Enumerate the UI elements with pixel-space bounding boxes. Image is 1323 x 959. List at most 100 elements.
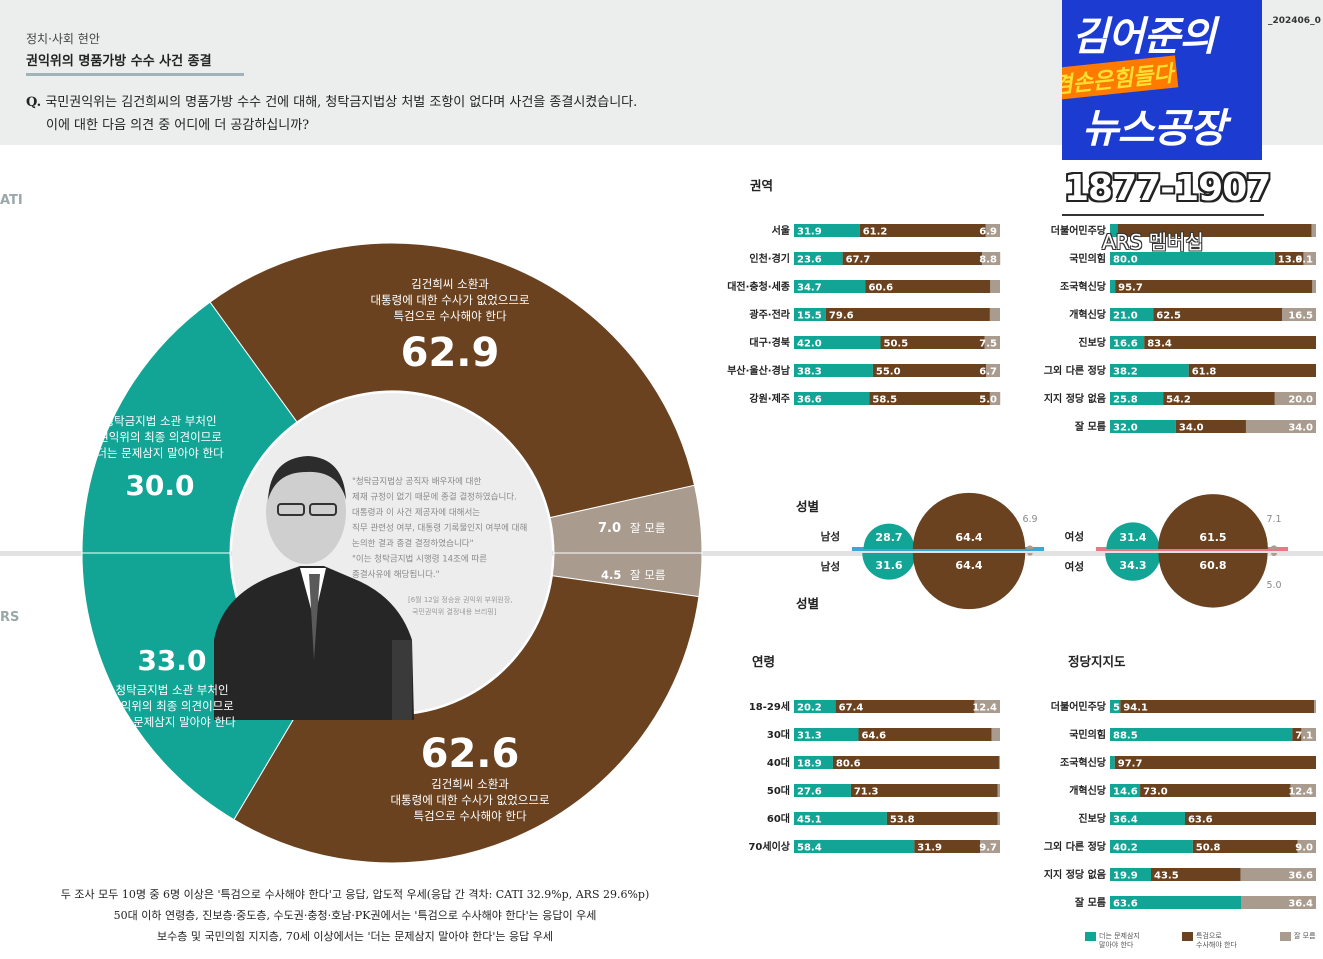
bar-segment	[990, 280, 1000, 293]
bar-segment	[914, 840, 981, 853]
row-label: 개혁신당	[1069, 784, 1107, 797]
bar-segment	[997, 812, 1000, 825]
logo-text-1: 김어준의	[1072, 14, 1216, 60]
bar-value-label: 38.2	[1113, 367, 1138, 378]
bar-value-label: 79.6	[829, 311, 854, 322]
bar-segment	[1184, 812, 1316, 825]
legend-label: 말아야 한다	[1099, 941, 1134, 949]
bar-segment	[794, 728, 859, 741]
slice-label-cati-disagree: 청탁금지법 소관 부처인	[103, 414, 216, 428]
bar-segment	[998, 756, 1000, 769]
bubble-value-label: 61.5	[1199, 531, 1226, 544]
bar-value-label: 20.2	[797, 703, 822, 714]
bar-segment	[859, 224, 986, 237]
bubble-half-teal	[863, 523, 915, 549]
bar-segment	[794, 308, 826, 321]
bar-segment	[1110, 784, 1141, 797]
bar-value-label: 67.7	[846, 255, 871, 266]
bar-segment	[1303, 252, 1316, 265]
bar-value-label: 23.6	[797, 255, 822, 266]
donut-slice-cati-2	[81, 301, 298, 554]
bubble-half-teal	[1105, 553, 1161, 581]
bar-value-label: 34.7	[797, 283, 822, 294]
bar-value-label: 58.4	[797, 843, 822, 854]
bar-segment	[794, 840, 915, 853]
bar-value-label: 19.9	[1113, 871, 1138, 882]
slice-label-ars-special-counsel: 김건희씨 소환과	[431, 777, 509, 791]
bar-segment	[1274, 252, 1304, 265]
bar-value-label: 31.9	[797, 227, 822, 238]
bar-segment	[1153, 308, 1283, 321]
row-label: 개혁신당	[1069, 308, 1107, 321]
panel-title: 성별	[796, 499, 819, 514]
slice-label-ars-special-counsel: 대통령에 대한 수사가 없었으므로	[390, 793, 549, 807]
bar-value-label: 45.1	[797, 815, 822, 826]
slice-label-cati-disagree: 더는 문제삼지 말아야 한다	[96, 446, 224, 460]
bar-value-label: 34.0	[1179, 423, 1204, 434]
bar-segment	[1290, 784, 1316, 797]
legend-swatch	[1085, 932, 1096, 941]
row-label: 조국혁신당	[1060, 756, 1107, 769]
bar-value-label: 40.2	[1113, 843, 1138, 854]
bar-segment	[1292, 728, 1302, 741]
row-label: 지지 정당 없음	[1044, 392, 1106, 405]
bar-segment	[1114, 756, 1316, 769]
speaker-photo-glasses	[309, 503, 337, 516]
survey-method-label-bottom: RS	[0, 610, 20, 625]
bar-value-label: 13.9	[1278, 255, 1303, 266]
quote-line: 직무 관련성 여부, 대통령 기록물인지 여부에 대해	[352, 523, 527, 534]
bubble-value-label: 64.4	[955, 531, 982, 544]
bubble-value-label: 60.8	[1199, 559, 1226, 572]
bar-value-label: 42.0	[797, 339, 822, 350]
bar-segment	[985, 224, 1000, 237]
row-label: 70세이상	[748, 840, 790, 853]
bubble-half-gray	[1271, 553, 1277, 556]
row-label: 50대	[767, 784, 790, 797]
page-title: 권익위의 명품가방 수수 사건 종결	[26, 54, 212, 69]
speaker-photo-glasses	[277, 503, 305, 516]
bubble-row-label: 남성	[821, 560, 840, 573]
quote-line: 제재 규정이 없기 때문에 종결 결정하였습니다.	[352, 492, 517, 503]
bar-value-label: 38.3	[797, 367, 822, 378]
speaker-photo-podium	[392, 640, 412, 720]
bar-value-label: 62.5	[1156, 311, 1181, 322]
panel-title: 성별	[796, 596, 819, 611]
bar-segment	[1282, 308, 1316, 321]
bar-value-label: 9.0	[1295, 843, 1313, 854]
row-label: 조국혁신당	[1060, 280, 1107, 293]
bar-segment	[794, 336, 881, 349]
question-text: Q. 국민권익위는 김건희씨의 명품가방 수수 건에 대해, 청탁금지법상 처벌…	[26, 91, 637, 137]
bar-value-label: 94.1	[1123, 703, 1148, 714]
footer-line-2: 50대 이하 연령층, 진보층·중도층, 수도권·충청·호남·PK권에서는 '특…	[113, 909, 597, 922]
row-label: 더불어민주당	[1051, 224, 1107, 237]
slice-label-cati-special-counsel: 김건희씨 소환과	[411, 277, 489, 291]
bar-value-label: 31.9	[917, 843, 942, 854]
bar-segment	[880, 336, 985, 349]
bar-segment	[850, 784, 998, 797]
bar-segment	[1110, 392, 1164, 405]
bar-segment	[1110, 840, 1193, 853]
bar-segment	[980, 840, 1000, 853]
bubble-row-label: 여성	[1065, 530, 1084, 543]
bar-segment	[1117, 224, 1312, 237]
bar-segment	[865, 280, 991, 293]
speaker-photo-tie	[309, 574, 320, 660]
slice-value-ars-disagree: 33.0	[137, 644, 206, 677]
bar-segment	[794, 364, 873, 377]
bar-segment	[986, 364, 1000, 377]
bar-value-label: 80.0	[1113, 255, 1138, 266]
bar-segment	[825, 308, 990, 321]
bar-segment	[1314, 700, 1316, 713]
bubble-half-gray	[1270, 545, 1278, 549]
logo-text-2: 겸손은힘들다	[1062, 55, 1179, 101]
bubble-value-label: 31.4	[1119, 531, 1146, 544]
row-label: 잘 모름	[1075, 897, 1106, 909]
bar-value-label: 36.4	[1288, 899, 1313, 910]
bubble-value-label: 31.6	[875, 559, 902, 572]
bar-value-label: 12.4	[1288, 787, 1313, 798]
bar-segment	[794, 280, 866, 293]
slice-label-ars-disagree: 권익위의 최종 의견이므로	[110, 699, 234, 713]
bar-segment	[1110, 336, 1145, 349]
bar-segment	[1240, 868, 1316, 881]
